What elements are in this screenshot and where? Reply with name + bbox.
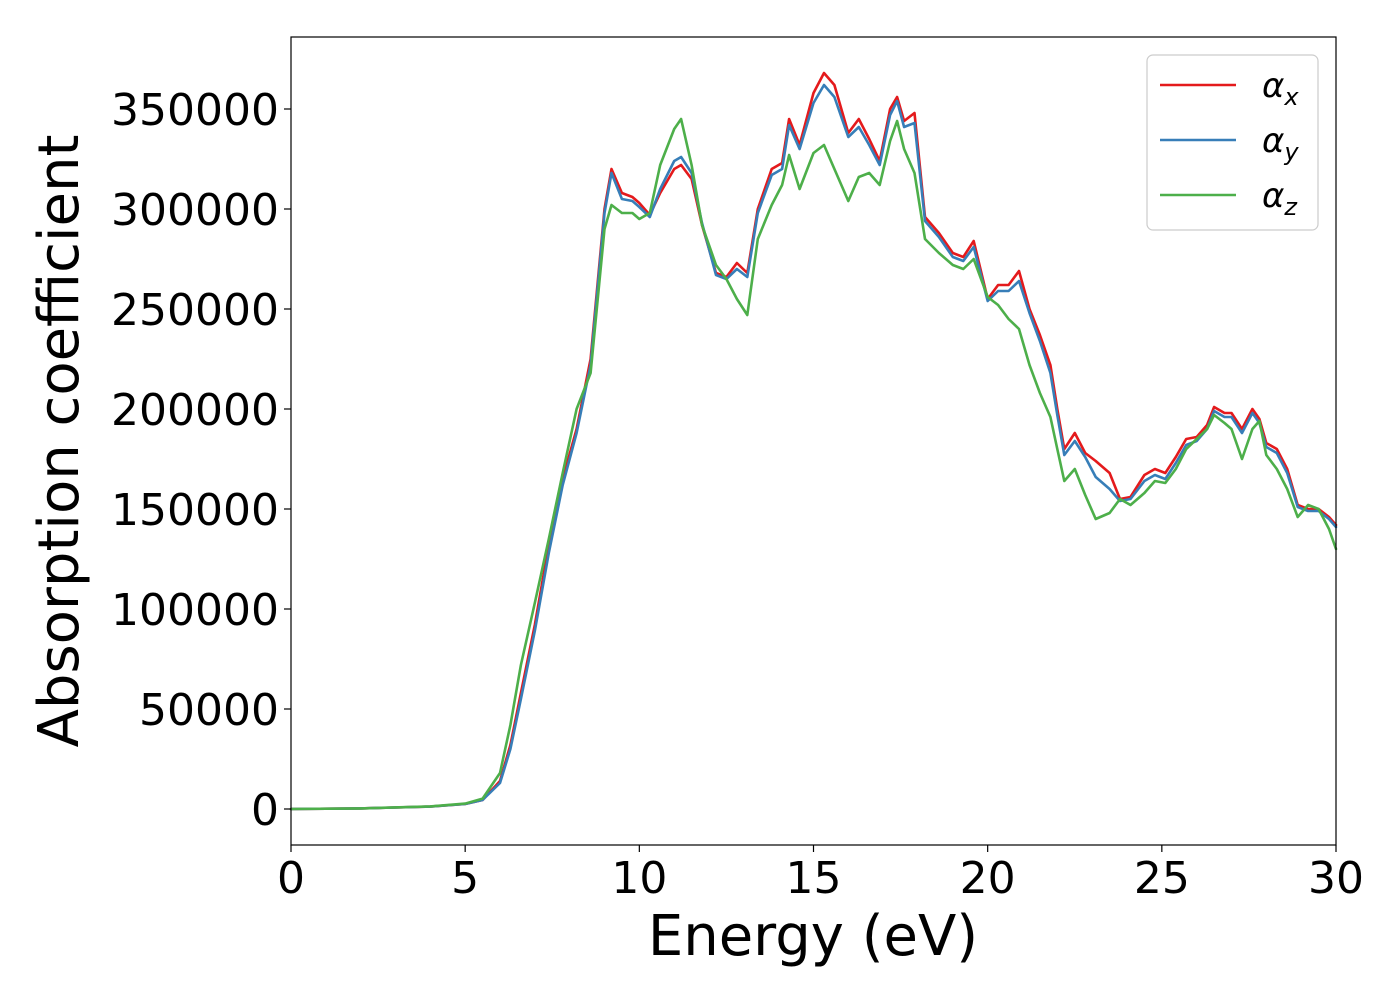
y-tick-label: 200000 (111, 385, 279, 436)
x-tick-label: 15 (786, 853, 842, 904)
legend-box (1146, 54, 1319, 231)
y-tick-label: 100000 (111, 585, 279, 636)
y-tick-label: 150000 (111, 485, 279, 536)
y-tick-label: 350000 (111, 85, 279, 136)
y-tick-label: 300000 (111, 185, 279, 236)
x-tick-label: 20 (960, 853, 1016, 904)
x-tick-label: 25 (1134, 853, 1190, 904)
series-line-x (289, 71, 1338, 811)
x-axis-title: Energy (eV) (648, 904, 978, 969)
x-axis: 0 5 10 15 20 25 30 (277, 845, 1364, 904)
y-tick-label: 0 (251, 785, 279, 836)
x-tick-label: 5 (451, 853, 479, 904)
y-tick-label: 250000 (111, 285, 279, 336)
x-tick-label: 30 (1308, 853, 1364, 904)
x-tick-label: 0 (277, 853, 305, 904)
series-lines (289, 71, 1338, 811)
series-line-z (289, 117, 1338, 811)
y-tick-label: 50000 (139, 685, 279, 736)
y-axis: 0 50000 100000 150000 200000 250000 300000 3500… (111, 85, 291, 836)
y-axis-title: Absorption coefficient (27, 135, 92, 748)
x-tick-label: 10 (611, 853, 667, 904)
